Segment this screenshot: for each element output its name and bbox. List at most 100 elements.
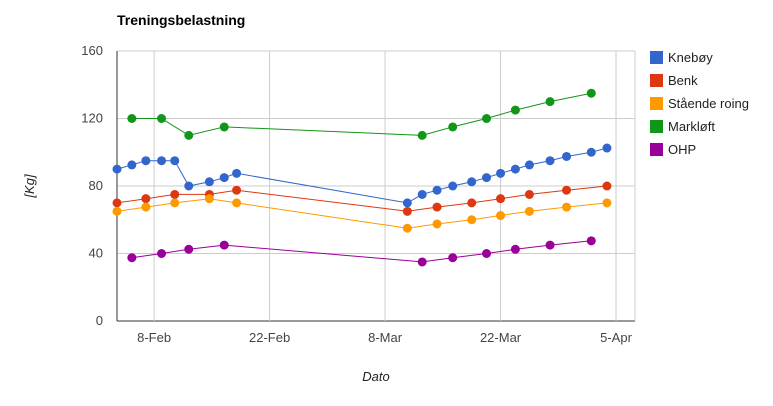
data-point[interactable] — [170, 189, 180, 199]
data-point[interactable] — [510, 244, 520, 254]
data-point[interactable] — [448, 253, 458, 263]
legend-item[interactable]: Markløft — [650, 119, 715, 134]
data-point[interactable] — [602, 143, 612, 153]
series-layer — [112, 88, 612, 267]
data-point[interactable] — [402, 198, 412, 208]
data-point[interactable] — [402, 206, 412, 216]
axis-layer: 0 40 80 120 160 8-Feb 22-Feb 8-Mar 22-Mar 5-Apr — [81, 43, 636, 345]
data-point[interactable] — [141, 202, 151, 212]
series-line — [116, 185, 608, 212]
data-point[interactable] — [510, 105, 520, 115]
y-tick-label: 40 — [89, 246, 103, 261]
series-3 — [127, 88, 596, 140]
data-point[interactable] — [467, 198, 477, 208]
legend-swatch — [650, 97, 663, 110]
data-point[interactable] — [232, 185, 242, 195]
x-tick-label: 5-Apr — [600, 330, 632, 345]
data-point[interactable] — [586, 236, 596, 246]
data-point[interactable] — [157, 114, 167, 123]
data-point[interactable] — [204, 194, 214, 204]
series-1 — [112, 181, 612, 216]
data-point[interactable] — [482, 114, 492, 123]
legend-item[interactable]: Stående roing — [650, 96, 749, 111]
data-point[interactable] — [402, 223, 412, 233]
data-point[interactable] — [204, 177, 214, 187]
data-point[interactable] — [545, 156, 555, 166]
data-point[interactable] — [524, 160, 534, 170]
legend-label: Markløft — [668, 119, 715, 134]
data-point[interactable] — [170, 156, 180, 166]
y-tick-label: 160 — [81, 43, 103, 58]
data-point[interactable] — [562, 202, 572, 212]
legend-swatch — [650, 51, 663, 64]
data-point[interactable] — [232, 168, 242, 178]
y-axis-title: [Kg] — [22, 174, 37, 199]
data-point[interactable] — [467, 215, 477, 225]
y-tick-label: 120 — [81, 111, 103, 126]
data-point[interactable] — [586, 88, 596, 98]
data-point[interactable] — [524, 189, 534, 199]
data-point[interactable] — [482, 173, 492, 183]
data-point[interactable] — [432, 202, 442, 212]
data-point[interactable] — [170, 198, 180, 208]
data-point[interactable] — [184, 181, 194, 191]
legend-label: OHP — [668, 142, 696, 157]
data-point[interactable] — [232, 198, 242, 208]
data-point[interactable] — [432, 185, 442, 195]
data-point[interactable] — [510, 164, 520, 174]
data-point[interactable] — [562, 151, 572, 161]
data-point[interactable] — [602, 198, 612, 208]
data-point[interactable] — [432, 219, 442, 229]
x-tick-label: 22-Mar — [480, 330, 522, 345]
data-point[interactable] — [417, 257, 427, 267]
data-point[interactable] — [482, 249, 492, 258]
data-point[interactable] — [184, 244, 194, 254]
data-point[interactable] — [496, 168, 506, 178]
data-point[interactable] — [219, 122, 229, 132]
legend-label: Knebøy — [668, 50, 713, 65]
data-point[interactable] — [417, 130, 427, 140]
legend-item[interactable]: Knebøy — [650, 50, 713, 65]
series-line — [116, 147, 608, 204]
data-point[interactable] — [219, 173, 229, 183]
data-point[interactable] — [586, 147, 596, 157]
data-point[interactable] — [141, 194, 151, 204]
data-point[interactable] — [448, 181, 458, 191]
data-point[interactable] — [562, 185, 572, 195]
legend-item[interactable]: OHP — [650, 142, 696, 157]
legend-swatch — [650, 120, 663, 133]
data-point[interactable] — [496, 211, 506, 221]
chart-title: Treningsbelastning — [117, 12, 245, 28]
data-point[interactable] — [545, 97, 555, 107]
legend-swatch — [650, 143, 663, 156]
legend-item[interactable]: Benk — [650, 73, 698, 88]
data-point[interactable] — [417, 189, 427, 199]
data-point[interactable] — [127, 253, 137, 263]
data-point[interactable] — [448, 122, 458, 132]
data-point[interactable] — [496, 194, 506, 204]
data-point[interactable] — [545, 240, 555, 250]
data-point[interactable] — [467, 177, 477, 187]
data-point[interactable] — [141, 156, 151, 166]
data-point[interactable] — [112, 164, 122, 174]
data-point[interactable] — [157, 249, 167, 258]
data-point[interactable] — [602, 181, 612, 191]
x-tick-label: 8-Mar — [368, 330, 403, 345]
data-point[interactable] — [219, 240, 229, 250]
legend: Knebøy Benk Stående roing Markløft OHP — [650, 50, 749, 157]
data-point[interactable] — [524, 206, 534, 216]
data-point[interactable] — [112, 206, 122, 216]
x-axis-title: Dato — [362, 369, 389, 384]
series-line — [116, 198, 608, 229]
data-point[interactable] — [184, 130, 194, 140]
x-tick-label: 8-Feb — [137, 330, 171, 345]
y-tick-label: 0 — [96, 313, 103, 328]
data-point[interactable] — [127, 114, 137, 123]
data-point[interactable] — [157, 156, 167, 166]
data-point[interactable] — [127, 160, 137, 170]
series-line — [131, 92, 592, 136]
grid-layer — [117, 50, 635, 322]
data-point[interactable] — [112, 198, 122, 208]
